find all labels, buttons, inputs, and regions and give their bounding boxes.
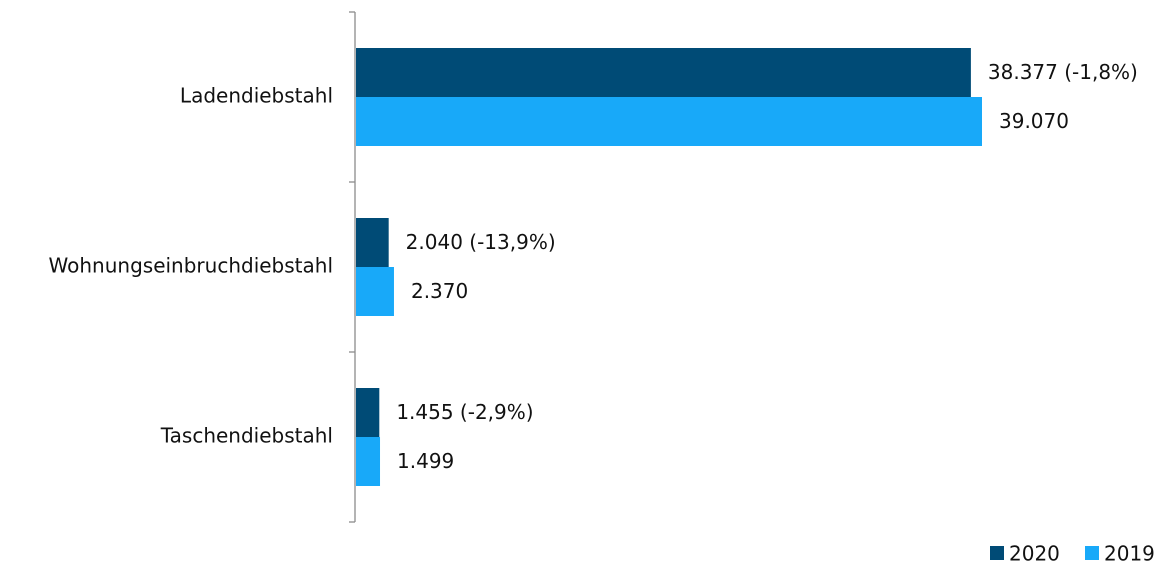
bar-2019 (356, 267, 394, 316)
category-label: Ladendiebstahl (180, 84, 333, 108)
legend-swatch-2019 (1085, 546, 1099, 560)
bar-2020 (356, 48, 971, 97)
data-label: 38.377 (-1,8%) (988, 60, 1138, 84)
bar-2019 (356, 437, 381, 486)
bar-2020 (356, 388, 380, 437)
bars-layer (356, 48, 982, 486)
data-label: 2.370 (411, 279, 468, 303)
legend-label: 2019 (1104, 542, 1155, 566)
legend-label: 2020 (1009, 542, 1060, 566)
data-label: 1.499 (397, 449, 454, 473)
bar-2020 (356, 218, 389, 267)
bar-2019 (356, 97, 982, 146)
data-label: 1.455 (-2,9%) (396, 400, 533, 424)
axis-layer (349, 11, 356, 523)
legend: 2020 2019 (990, 542, 1155, 566)
labels-layer: Ladendiebstahl 38.377 (-1,8%) 39.070 Wohnun… (49, 60, 1138, 473)
data-label: 2.040 (-13,9%) (406, 230, 556, 254)
data-label: 39.070 (999, 109, 1069, 133)
category-label: Taschendiebstahl (160, 424, 333, 448)
legend-swatch-2020 (990, 546, 1004, 560)
category-label: Wohnungseinbruchdiebstahl (49, 254, 333, 278)
